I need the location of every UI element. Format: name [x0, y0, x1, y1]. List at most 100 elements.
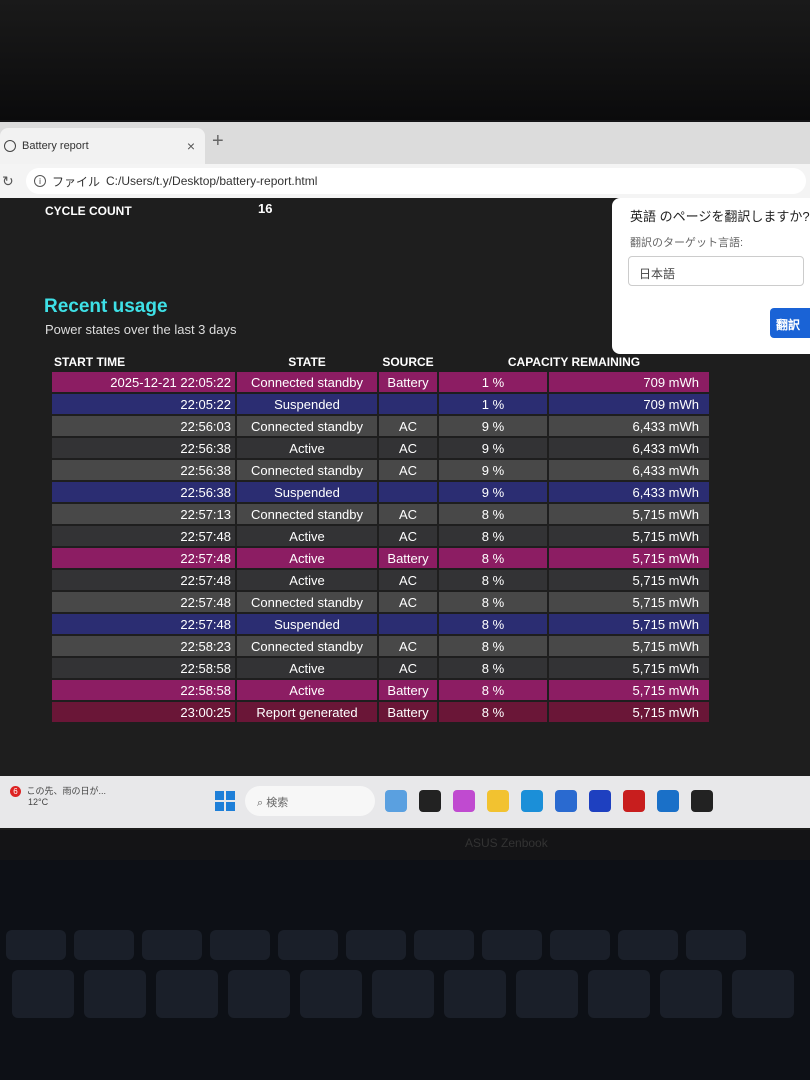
number-key — [156, 970, 218, 1018]
percent-cell: 8 % — [439, 702, 547, 722]
table-row: 2025-12-21 22:05:22 Connected standby Batt… — [52, 372, 709, 392]
capacity-cell: 6,433 mWh — [549, 482, 709, 502]
keyboard — [0, 860, 810, 1080]
table-row: 22:56:38 Active AC 9 % 6,433 mWh — [52, 438, 709, 458]
function-key — [686, 930, 746, 960]
state-cell: Connected standby — [237, 416, 377, 436]
temperature: 12°C — [28, 797, 49, 807]
function-key — [414, 930, 474, 960]
section-title: Recent usage — [44, 296, 168, 317]
capacity-cell: 5,715 mWh — [549, 592, 709, 612]
source-cell: AC — [379, 570, 437, 590]
number-key — [84, 970, 146, 1018]
capacity-cell: 5,715 mWh — [549, 636, 709, 656]
source-cell — [379, 394, 437, 414]
number-key — [588, 970, 650, 1018]
start-time-cell: 22:57:48 — [52, 570, 235, 590]
notes-icon[interactable] — [419, 790, 441, 812]
recent-usage-table: START TIME STATE SOURCE CAPACITY REMAINI… — [50, 352, 711, 724]
state-cell: Active — [237, 526, 377, 546]
function-key — [142, 930, 202, 960]
outlook-icon[interactable] — [657, 790, 679, 812]
source-cell: AC — [379, 438, 437, 458]
state-cell: Connected standby — [237, 592, 377, 612]
function-key — [618, 930, 678, 960]
source-cell — [379, 614, 437, 634]
number-key — [444, 970, 506, 1018]
state-cell: Active — [237, 570, 377, 590]
number-key — [300, 970, 362, 1018]
start-time-cell: 22:56:03 — [52, 416, 235, 436]
weather-badge: 6 — [10, 786, 21, 797]
windows-start-icon[interactable] — [215, 791, 235, 811]
percent-cell: 8 % — [439, 570, 547, 590]
percent-cell: 8 % — [439, 636, 547, 656]
start-time-cell: 22:56:38 — [52, 460, 235, 480]
laptop-brand: ASUS Zenbook — [465, 836, 548, 850]
number-key — [660, 970, 722, 1018]
state-cell: Active — [237, 658, 377, 678]
table-row: 22:57:48 Active AC 8 % 5,715 mWh — [52, 526, 709, 546]
capacity-cell: 709 mWh — [549, 394, 709, 414]
start-time-cell: 22:57:48 — [52, 614, 235, 634]
number-key — [372, 970, 434, 1018]
copilot-icon[interactable] — [453, 790, 475, 812]
state-cell: Suspended — [237, 614, 377, 634]
cycle-count-value: 16 — [258, 201, 273, 216]
monitor-bezel — [0, 0, 810, 120]
capacity-cell: 5,715 mWh — [549, 702, 709, 722]
reload-icon[interactable]: ↻ — [2, 172, 14, 189]
function-key — [6, 930, 66, 960]
capacity-cell: 6,433 mWh — [549, 460, 709, 480]
function-key — [550, 930, 610, 960]
start-time-cell: 22:57:48 — [52, 548, 235, 568]
ia-icon[interactable] — [589, 790, 611, 812]
state-cell: Connected standby — [237, 372, 377, 392]
mcafee-icon[interactable] — [623, 790, 645, 812]
start-time-cell: 23:00:25 — [52, 702, 235, 722]
capacity-cell: 5,715 mWh — [549, 504, 709, 524]
table-row: 22:58:58 Active AC 8 % 5,715 mWh — [52, 658, 709, 678]
percent-cell: 1 % — [439, 394, 547, 414]
col-state: STATE — [288, 355, 326, 369]
percent-cell: 8 % — [439, 658, 547, 678]
terminal-icon[interactable] — [691, 790, 713, 812]
info-icon[interactable]: i — [34, 175, 46, 187]
pinned-apps — [385, 790, 713, 812]
start-time-cell: 22:57:48 — [52, 526, 235, 546]
table-row: 22:57:48 Active Battery 8 % 5,715 mWh — [52, 548, 709, 568]
source-cell: AC — [379, 658, 437, 678]
widgets-icon[interactable] — [385, 790, 407, 812]
percent-cell: 8 % — [439, 548, 547, 568]
capacity-cell: 5,715 mWh — [549, 570, 709, 590]
capacity-cell: 5,715 mWh — [549, 526, 709, 546]
translate-button[interactable]: 翻訳 — [770, 308, 810, 338]
edge-icon[interactable] — [521, 790, 543, 812]
new-tab-button[interactable]: + — [212, 130, 224, 152]
weather-widget[interactable]: 6 この先、雨の日が... 12°C — [10, 784, 106, 807]
state-cell: Connected standby — [237, 504, 377, 524]
taskbar-search[interactable]: ⌕ 検索 — [245, 786, 375, 816]
percent-cell: 1 % — [439, 372, 547, 392]
percent-cell: 9 % — [439, 482, 547, 502]
start-time-cell: 22:57:48 — [52, 592, 235, 612]
function-key — [278, 930, 338, 960]
table-row: 22:57:48 Active AC 8 % 5,715 mWh — [52, 570, 709, 590]
store-icon[interactable] — [555, 790, 577, 812]
start-time-cell: 22:56:38 — [52, 482, 235, 502]
source-cell: Battery — [379, 548, 437, 568]
state-cell: Active — [237, 548, 377, 568]
source-cell: AC — [379, 636, 437, 656]
table-row: 22:05:22 Suspended 1 % 709 mWh — [52, 394, 709, 414]
source-cell: AC — [379, 526, 437, 546]
number-key — [732, 970, 794, 1018]
table-row: 22:57:48 Connected standby AC 8 % 5,715 mWh — [52, 592, 709, 612]
state-cell: Suspended — [237, 394, 377, 414]
target-language-select[interactable]: 日本語 — [628, 256, 804, 286]
source-cell — [379, 482, 437, 502]
tab-battery-report[interactable]: Battery report × — [0, 128, 205, 164]
address-bar[interactable]: i ファイル C:/Users/t.y/Desktop/battery-repo… — [26, 168, 806, 194]
function-key — [346, 930, 406, 960]
close-tab-icon[interactable]: × — [186, 138, 195, 154]
file-explorer-icon[interactable] — [487, 790, 509, 812]
